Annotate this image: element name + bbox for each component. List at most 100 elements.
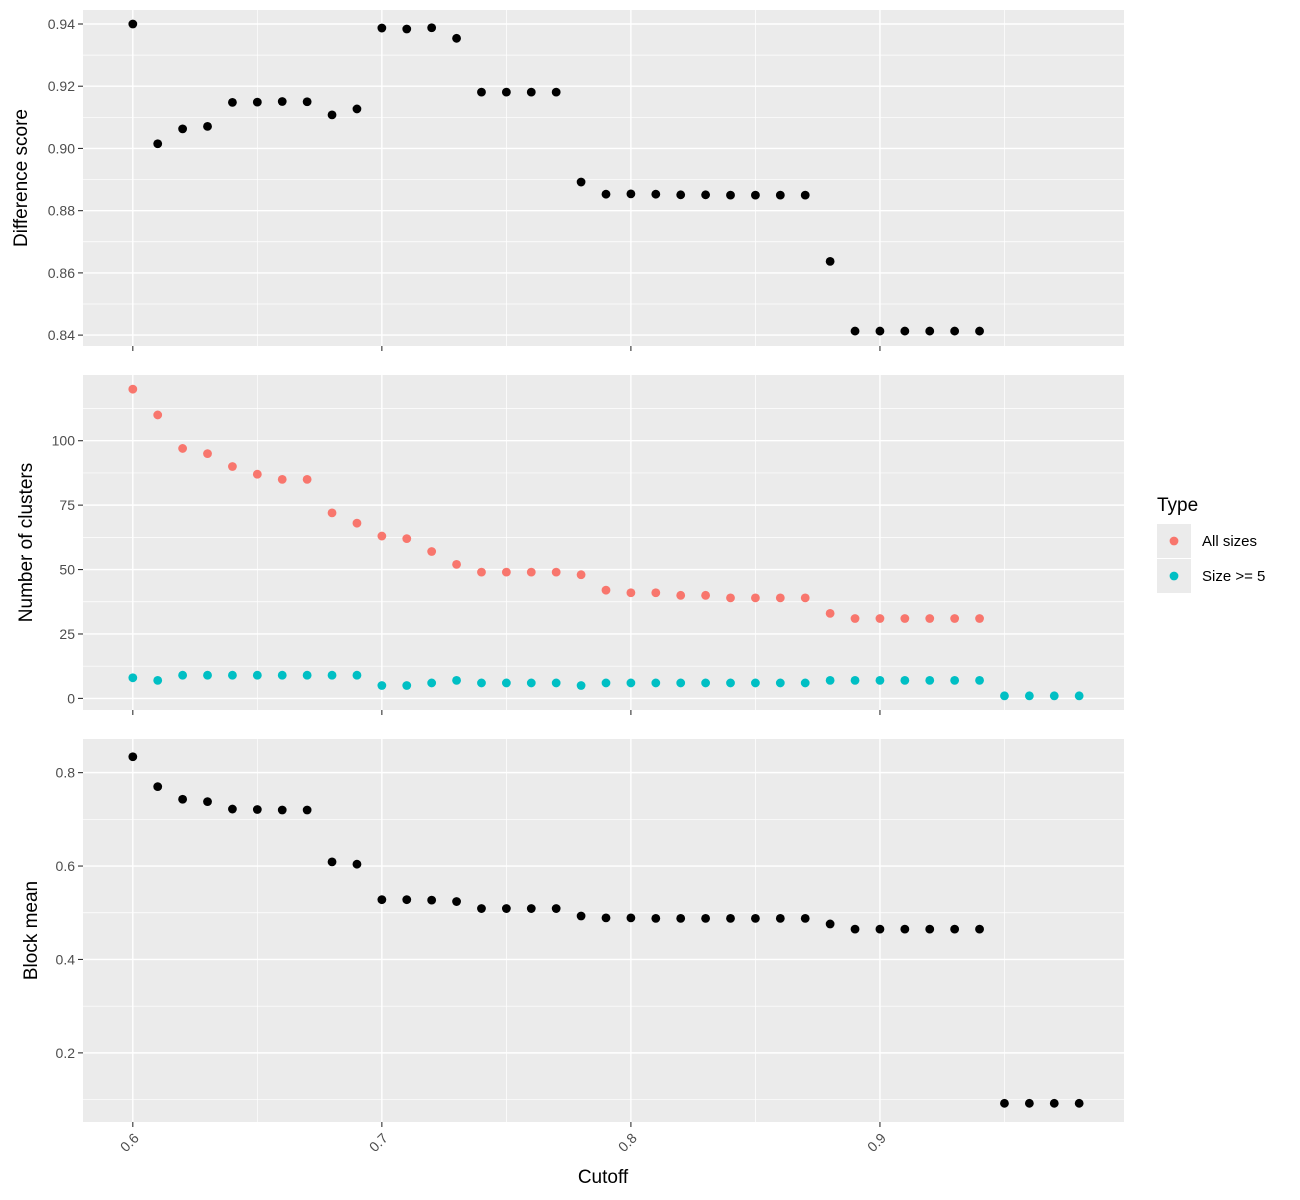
data-point (327, 508, 337, 518)
data-point (377, 681, 387, 690)
data-point (825, 675, 835, 685)
data-point (402, 24, 412, 34)
data-point (178, 794, 188, 804)
data-point (601, 678, 611, 688)
data-point (850, 614, 860, 623)
data-point (850, 675, 860, 685)
data-point (302, 805, 312, 815)
data-point (252, 469, 262, 479)
data-point (726, 678, 735, 688)
data-point (228, 98, 237, 107)
data-point (850, 924, 860, 934)
data-point (477, 678, 486, 688)
y-axis-title: Number of clusters (16, 463, 37, 622)
data-point (277, 97, 287, 106)
data-point (925, 675, 935, 685)
data-point (228, 670, 237, 680)
legend: Type All sizes Size >= 5 (1157, 495, 1265, 593)
data-point (576, 911, 586, 921)
data-point (427, 678, 437, 688)
legend-marker (1169, 536, 1179, 546)
data-point (800, 678, 810, 688)
data-point (975, 675, 984, 685)
data-point (352, 518, 362, 528)
data-point (427, 547, 437, 556)
data-point (900, 675, 910, 685)
data-point (203, 670, 212, 680)
panel-top: 0.84 0.86 0.88 0.90 0.92 0.94 Difference score (11, 10, 1124, 351)
data-point (153, 410, 163, 420)
data-point (626, 189, 636, 199)
data-point (925, 924, 935, 934)
y-tick-label: 0.88 (48, 203, 75, 219)
data-point (402, 681, 412, 690)
data-point (427, 23, 437, 33)
legend-item: All sizes (1157, 524, 1257, 558)
data-point (377, 895, 387, 905)
data-point (252, 97, 262, 107)
data-point (676, 913, 686, 923)
series-points (128, 752, 1084, 1108)
data-point (726, 913, 735, 923)
data-point (775, 593, 785, 603)
data-point (825, 608, 835, 618)
data-point (452, 675, 461, 685)
data-point (1024, 691, 1034, 701)
data-point (626, 588, 636, 598)
data-point (950, 614, 960, 623)
data-point (352, 104, 362, 114)
data-point (1049, 691, 1059, 701)
data-point (975, 326, 984, 336)
data-point (900, 326, 910, 336)
legend-marker (1169, 571, 1179, 581)
data-point (1049, 1098, 1059, 1108)
data-point (726, 593, 735, 603)
data-point (651, 678, 661, 688)
data-point (701, 678, 711, 688)
data-point (452, 897, 461, 906)
data-point (950, 924, 960, 934)
panel-middle: 0 25 50 75 100 Number of clusters (16, 375, 1124, 715)
data-point (775, 913, 785, 923)
data-point (477, 567, 486, 577)
data-point (800, 190, 810, 200)
data-point (551, 904, 561, 913)
data-point (900, 924, 910, 934)
data-point (452, 560, 461, 569)
data-point (302, 97, 312, 107)
data-point (626, 678, 636, 688)
data-point (701, 590, 711, 600)
data-point (800, 913, 810, 923)
data-point (701, 190, 711, 200)
y-tick-label: 0 (67, 690, 75, 706)
data-point (676, 190, 686, 200)
data-point (800, 593, 810, 603)
data-point (277, 670, 287, 680)
data-point (900, 614, 910, 623)
x-tick-label: 0.6 (117, 1130, 142, 1155)
data-point (551, 678, 561, 688)
data-point (128, 19, 138, 29)
data-point (1074, 1098, 1084, 1108)
data-point (501, 678, 511, 688)
data-point (1024, 1098, 1034, 1108)
data-point (228, 462, 237, 471)
data-point (203, 797, 212, 806)
x-tick-label: 0.8 (615, 1130, 640, 1155)
data-point (651, 588, 661, 598)
data-point (651, 913, 661, 923)
data-point (252, 805, 262, 814)
data-point (875, 614, 885, 623)
data-point (427, 895, 437, 905)
panel-background (83, 739, 1124, 1122)
x-tick-label: 0.9 (864, 1130, 889, 1155)
data-point (601, 189, 611, 199)
data-point (751, 190, 760, 200)
data-point (327, 110, 337, 120)
data-point (676, 590, 686, 600)
data-point (975, 614, 984, 623)
data-point (601, 585, 611, 595)
data-point (576, 570, 586, 580)
y-tick-label: 75 (59, 497, 75, 513)
data-point (601, 913, 611, 923)
